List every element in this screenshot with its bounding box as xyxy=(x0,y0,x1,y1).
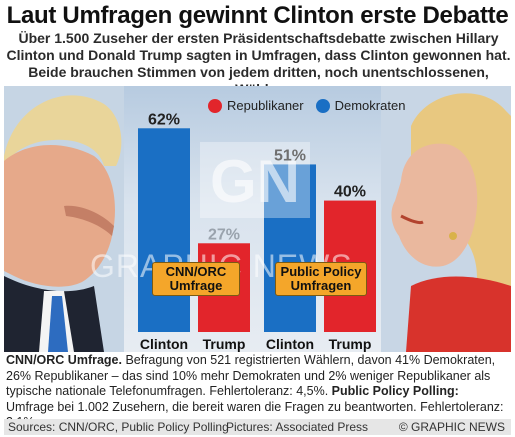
bar-clinton-1 xyxy=(264,164,316,332)
legend-item-republican: Republikaner xyxy=(208,98,304,113)
data-label-trump-0: 27% xyxy=(208,226,240,243)
footer-bar: Sources: CNN/ORC, Public Policy Polling … xyxy=(4,419,511,435)
graphic-news-logo-icon: GN xyxy=(200,142,310,218)
legend-label-democrat: Demokraten xyxy=(334,98,406,113)
footnote-text: CNN/ORC Umfrage. Befragung von 521 regis… xyxy=(6,353,509,431)
photo-background xyxy=(4,86,511,352)
subtitle: Über 1.500 Zuseher der ersten Präsidents… xyxy=(6,30,511,97)
chart-legend: Republikaner Demokraten xyxy=(208,98,411,113)
note-cnn-body: Befragung von 521 registrierten Wählern,… xyxy=(6,353,496,398)
trump-photo xyxy=(4,86,124,352)
democrat-dot-icon xyxy=(315,98,330,113)
poll-label-cnn: CNN/ORC Umfrage xyxy=(152,262,240,296)
category-label-clinton-1: Clinton xyxy=(266,336,314,352)
footer-sources: Sources: CNN/ORC, Public Policy Polling xyxy=(8,420,229,434)
category-label-clinton-0: Clinton xyxy=(140,336,188,352)
note-cnn-heading: CNN/ORC Umfrage. xyxy=(6,353,122,367)
svg-text:GN: GN xyxy=(210,148,300,215)
legend-item-democrat: Demokraten xyxy=(315,98,406,113)
republican-dot-icon xyxy=(208,98,222,113)
category-label-trump-0: Trump xyxy=(203,336,246,352)
data-label-clinton-1: 51% xyxy=(274,147,306,164)
note-ppp-heading: Public Policy Polling: xyxy=(328,384,459,398)
bar-clinton-0 xyxy=(138,128,190,332)
category-label-trump-1: Trump xyxy=(329,336,372,352)
clinton-photo xyxy=(381,86,511,352)
page-title: Laut Umfragen gewinnt Clinton erste Deba… xyxy=(6,2,509,29)
footer-copyright: © GRAPHIC NEWS xyxy=(398,420,505,434)
poll-label-ppp: Public Policy Umfragen xyxy=(275,262,367,296)
footer-pictures: Pictures: Associated Press xyxy=(226,420,369,434)
legend-label-republican: Republikaner xyxy=(227,98,304,113)
data-label-clinton-0: 62% xyxy=(148,111,180,128)
data-label-trump-1: 40% xyxy=(334,184,366,201)
